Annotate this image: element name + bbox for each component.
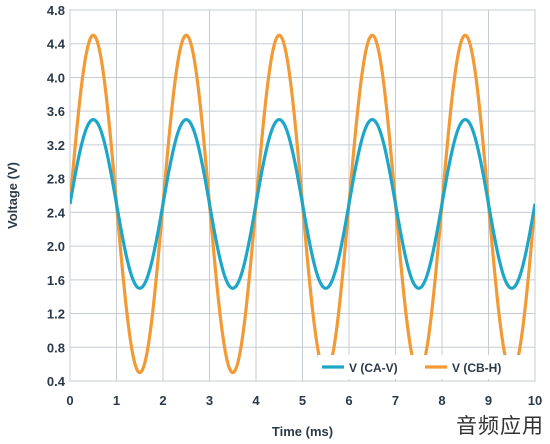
x-tick-label: 2 [159,393,166,408]
y-tick-labels: 0.4 0.8 1.2 1.6 2.0 2.4 2.8 3.2 3.6 4.0 4.4 4.8 [47,3,66,389]
x-tick-label: 8 [438,393,445,408]
legend-label: V (CA-V) [349,361,398,375]
y-tick-label: 2.8 [47,172,65,187]
y-tick-label: 4.4 [47,37,66,52]
x-axis-label: Time (ms) [272,424,333,439]
series-lines [70,33,535,375]
y-tick-label: 1.2 [47,307,65,322]
y-tick-label: 4.8 [47,3,65,18]
y-tick-label: 2.0 [47,239,65,254]
legend-label: V (CB-H) [452,361,501,375]
watermark-text: 音频应用 [456,414,544,438]
x-tick-label: 5 [299,393,306,408]
x-tick-label: 4 [252,393,260,408]
x-tick-label: 6 [345,393,352,408]
y-tick-label: 4.0 [47,70,65,85]
y-tick-label: 0.8 [47,340,65,355]
x-tick-label: 0 [66,393,73,408]
x-tick-label: 10 [528,393,542,408]
y-axis-label: Voltage (V) [5,162,20,229]
y-tick-label: 2.4 [47,205,66,220]
x-tick-label: 3 [206,393,213,408]
x-tick-label: 7 [392,393,399,408]
y-tick-label: 3.2 [47,138,65,153]
legend: V (CA-V) V (CB-H) [318,355,532,379]
y-tick-label: 0.4 [47,374,66,389]
x-tick-labels: 0 1 2 3 4 5 6 7 8 9 10 [66,393,542,408]
x-tick-label: 1 [113,393,120,408]
series-line-ca-v [70,117,535,290]
x-tick-label: 9 [485,393,492,408]
y-tick-label: 3.6 [47,104,65,119]
y-tick-label: 1.6 [47,273,65,288]
